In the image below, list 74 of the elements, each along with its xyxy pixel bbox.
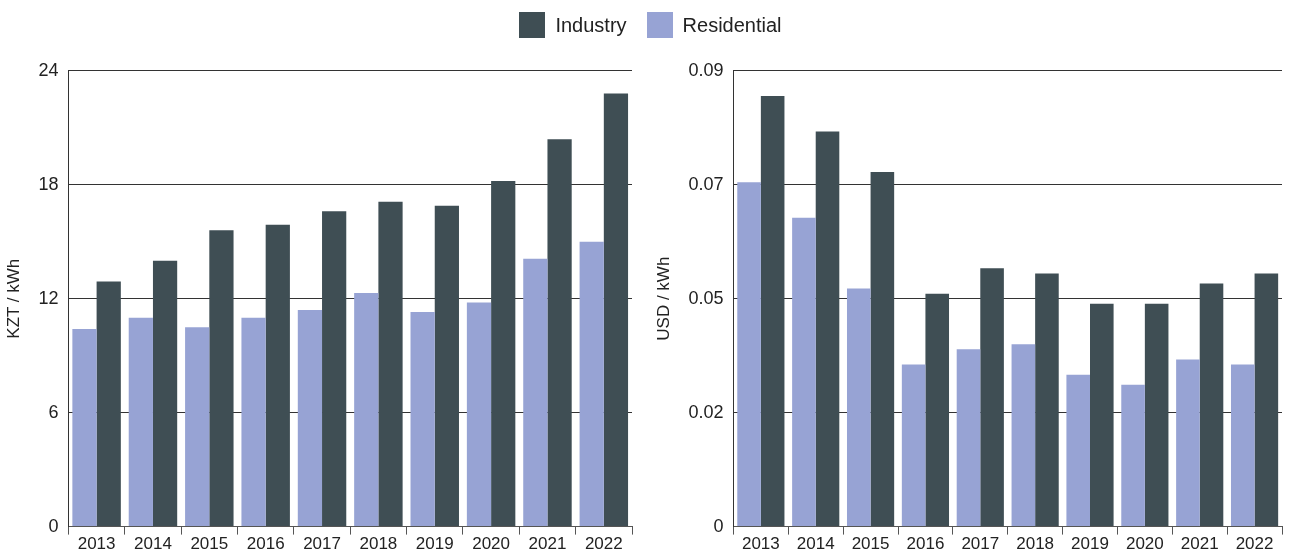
bar [792, 217, 816, 527]
bar [846, 288, 871, 527]
y-tick-label: 24 [38, 59, 59, 80]
bar [815, 131, 840, 527]
bar [491, 180, 516, 527]
y-tick-label: 0 [713, 515, 724, 536]
bar [322, 211, 347, 527]
x-tick-label: 2021 [1180, 534, 1219, 554]
y-tick-label: 18 [38, 173, 59, 194]
x-tick-label: 2022 [1235, 534, 1274, 554]
bar [354, 293, 379, 527]
y-axis-title: USD / kWh [653, 256, 673, 341]
bar [185, 327, 210, 527]
bar [737, 182, 761, 527]
bar [410, 311, 435, 527]
x-tick-label: 2014 [134, 534, 172, 554]
y-tick-label: 0 [48, 515, 59, 536]
x-tick-label: 2015 [851, 534, 890, 554]
legend-label: Residential [682, 13, 782, 37]
bar [1035, 273, 1059, 527]
x-tick-label: 2020 [1125, 534, 1164, 554]
y-tick-label: 0.09 [688, 59, 724, 80]
x-tick-label: 2013 [77, 534, 116, 554]
bar [925, 293, 950, 527]
bar [466, 302, 492, 527]
y-tick-label: 0.07 [688, 173, 724, 194]
x-tick-label: 2019 [415, 534, 454, 554]
x-tick-label: 2022 [584, 534, 623, 554]
bar [1121, 384, 1145, 527]
bar [1066, 374, 1090, 527]
bar [1144, 303, 1169, 527]
bar [1011, 344, 1036, 527]
y-axis-title: KZT / kWh [3, 258, 23, 339]
x-tick-label: 2018 [359, 534, 398, 554]
bar [901, 364, 926, 527]
x-tick-label: 2018 [1016, 534, 1055, 554]
bar [1230, 364, 1255, 527]
bar [241, 317, 266, 527]
bar [956, 349, 981, 527]
y-tick-label: 0.05 [688, 287, 724, 308]
bar [378, 201, 403, 527]
x-tick-label: 2021 [528, 534, 567, 554]
bar [579, 241, 604, 527]
x-tick-label: 2016 [906, 534, 945, 554]
x-tick-label: 2019 [1071, 534, 1109, 554]
bar [434, 205, 459, 527]
bar [603, 93, 629, 527]
bar [980, 268, 1004, 527]
x-tick-label: 2020 [472, 534, 511, 554]
y-tick-label: 12 [38, 287, 59, 308]
bar [1176, 359, 1200, 527]
y-tick-label: 6 [48, 401, 59, 422]
bar [1254, 273, 1279, 527]
bar [297, 310, 323, 527]
y-tick-label: 0.02 [688, 401, 724, 422]
bar [1199, 283, 1224, 527]
bar [265, 224, 290, 527]
x-tick-label: 2015 [190, 534, 229, 554]
bar [870, 172, 895, 527]
bar [96, 281, 121, 527]
bar [152, 260, 178, 527]
bar [1090, 303, 1114, 527]
bar [547, 139, 572, 527]
bar [72, 329, 97, 527]
bar [128, 317, 153, 527]
x-tick-label: 2017 [303, 534, 341, 554]
x-tick-label: 2016 [246, 534, 285, 554]
x-tick-label: 2014 [796, 534, 835, 554]
bar [760, 96, 785, 527]
x-tick-label: 2017 [961, 534, 1000, 554]
bar [523, 258, 548, 527]
bar [209, 230, 234, 527]
x-tick-label: 2013 [741, 534, 780, 554]
legend-label: Industry [555, 13, 627, 37]
